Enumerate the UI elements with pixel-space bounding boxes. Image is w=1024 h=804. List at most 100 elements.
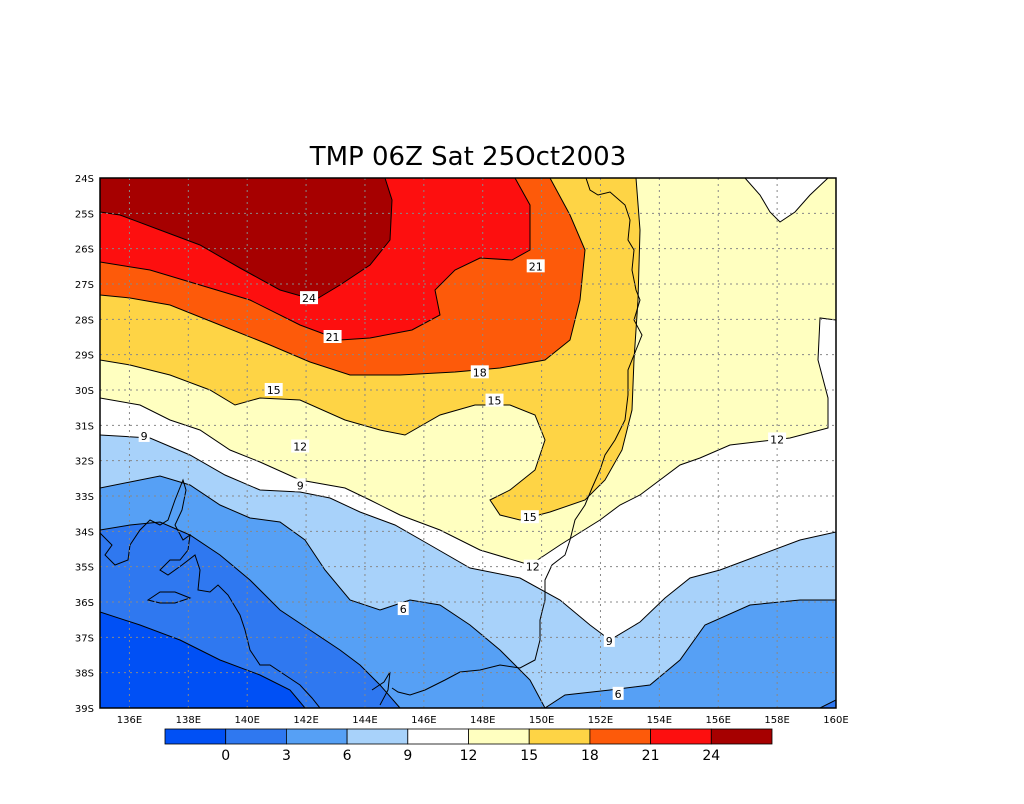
- port-phillip: [371, 671, 391, 706]
- colorbar-swatch: [468, 728, 530, 745]
- contour-label: 21: [326, 331, 340, 344]
- colorbar-label: 12: [460, 748, 478, 764]
- contour-labels: 24 21 21 18 15 15 15 12 12 12 9 9 9 6 6: [138, 259, 787, 701]
- contour-line: [544, 599, 836, 708]
- contour-label-bg: [603, 633, 615, 647]
- lat-tick-label: 37S: [75, 633, 94, 644]
- band-6-9-east: [545, 600, 836, 708]
- lat-tick-label: 34S: [75, 527, 94, 538]
- kangaroo-island: [146, 591, 192, 604]
- contour-label-bg: [264, 383, 283, 396]
- colorbar-swatch: [528, 728, 591, 745]
- colorbar-label: 21: [642, 748, 660, 764]
- lat-tick-label: 31S: [75, 421, 94, 432]
- contour-line: [744, 178, 829, 223]
- contour-label: 12: [526, 561, 540, 574]
- lon-tick-label: 144E: [352, 715, 377, 726]
- lat-tick-label: 39S: [75, 704, 94, 715]
- lat-tick-label: 33S: [75, 492, 94, 503]
- contour-label: 24: [302, 292, 316, 305]
- australia-east-coast: [391, 178, 643, 696]
- contour-line: [100, 611, 306, 708]
- colorbar-label: 15: [520, 748, 538, 764]
- contour-line: [100, 317, 836, 566]
- contour-label-bg: [470, 365, 489, 379]
- contour-label: 12: [770, 433, 784, 446]
- lat-tick-label: 38S: [75, 669, 94, 680]
- contour-label: 15: [267, 384, 281, 397]
- colorbar-label: 24: [702, 748, 720, 764]
- contour-label: 15: [523, 511, 537, 524]
- lon-tick-label: 142E: [293, 715, 318, 726]
- colorbar-label: 9: [403, 748, 412, 764]
- lat-tick-label: 26S: [75, 245, 94, 256]
- colorbar-label: 6: [343, 748, 352, 764]
- colorbar-label: 18: [581, 748, 599, 764]
- contour-label-bg: [520, 510, 539, 524]
- contour-line: [819, 699, 836, 708]
- colorbar-swatch: [589, 728, 652, 745]
- contour-label: 21: [529, 260, 543, 273]
- colorbar-swatch: [346, 728, 409, 745]
- lat-tick-label: 36S: [75, 598, 94, 609]
- map-title: TMP 06Z Sat 25Oct2003: [309, 142, 627, 172]
- contour-label: 6: [400, 603, 407, 616]
- spencer-gulf-coast: [100, 478, 321, 708]
- colorbar-swatch: [710, 728, 773, 745]
- lon-tick-label: 150E: [529, 715, 554, 726]
- lon-tick-label: 136E: [117, 715, 142, 726]
- lat-tick-label: 30S: [75, 386, 94, 397]
- contour-label-bg: [768, 432, 787, 446]
- lat-tick-label: 27S: [75, 280, 94, 291]
- lat-tick-label: 29S: [75, 351, 94, 362]
- colorbar-swatch: [650, 728, 712, 745]
- contour-label: 12: [293, 441, 307, 454]
- lon-tick-label: 148E: [470, 715, 495, 726]
- colorbar-swatch: [407, 728, 469, 745]
- contour-lines: [100, 178, 836, 708]
- lat-tick-label: 28S: [75, 315, 94, 326]
- lon-tick-label: 140E: [234, 715, 259, 726]
- contour-label-bg: [291, 439, 310, 453]
- map-frame: [99, 177, 837, 709]
- colorbar-swatch: [285, 728, 348, 745]
- band-white-ne: [745, 178, 828, 222]
- colorbar-swatch: [225, 728, 287, 745]
- contour-label-bg: [523, 559, 542, 573]
- contour-label: 9: [297, 479, 304, 492]
- lon-tick-label: 160E: [823, 715, 848, 726]
- lon-tick-label: 138E: [176, 715, 201, 726]
- band-0-3: [100, 612, 305, 708]
- colorbar-label: 3: [282, 748, 291, 764]
- contour-label: 18: [473, 366, 487, 379]
- lat-tick-label: 24S: [75, 174, 94, 185]
- contour-label: 15: [487, 395, 501, 408]
- contour-label-bg: [138, 428, 150, 442]
- contour-label-bg: [612, 686, 624, 700]
- lat-tick-label: 35S: [75, 563, 94, 574]
- contour-label: 9: [606, 635, 613, 648]
- colorbar: 0 3 6 9 12 15 18 21 24: [164, 728, 773, 764]
- contour-line: [100, 178, 393, 301]
- lat-tick-label: 25S: [75, 209, 94, 220]
- lon-tick-label: 156E: [706, 715, 731, 726]
- colorbar-swatch: [164, 728, 227, 745]
- contour-line: [100, 178, 586, 376]
- contour-label: 9: [141, 430, 148, 443]
- lon-tick-label: 152E: [588, 715, 613, 726]
- contour-label: 6: [615, 688, 622, 701]
- axis-ticks: 24S 25S 26S 27S 28S 29S 30S 31S 32S 33S 34S 35S 36S 3…: [75, 174, 849, 726]
- contour-line: [100, 475, 546, 708]
- contour-label-bg: [485, 393, 504, 407]
- contour-label-bg: [397, 602, 409, 616]
- band-27-plus: [100, 178, 392, 300]
- contour-line: [100, 434, 836, 641]
- lon-tick-label: 154E: [647, 715, 672, 726]
- temperature-fill-layer: [100, 178, 836, 708]
- contour-label-bg: [294, 478, 306, 492]
- lon-tick-label: 146E: [411, 715, 436, 726]
- contour-label-bg: [300, 291, 319, 305]
- contour-line: [100, 178, 641, 521]
